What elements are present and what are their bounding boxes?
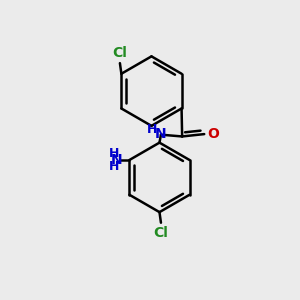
Text: H: H <box>147 123 157 136</box>
Text: O: O <box>207 127 219 140</box>
Text: H: H <box>109 160 119 173</box>
Text: H: H <box>109 147 119 160</box>
Text: N: N <box>154 127 166 141</box>
Text: N: N <box>111 153 122 167</box>
Text: Cl: Cl <box>154 226 168 240</box>
Text: Cl: Cl <box>112 46 127 60</box>
